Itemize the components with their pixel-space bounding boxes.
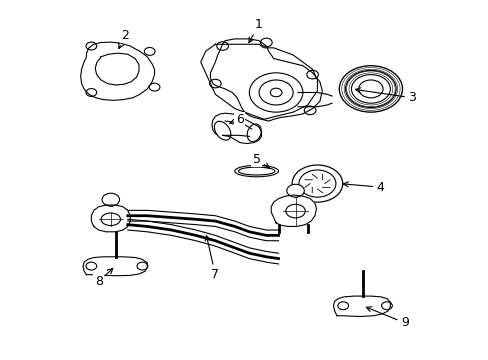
Circle shape xyxy=(270,88,282,97)
Text: 3: 3 xyxy=(355,88,415,104)
Polygon shape xyxy=(210,39,322,121)
Ellipse shape xyxy=(234,165,278,177)
Circle shape xyxy=(102,193,119,206)
Text: 5: 5 xyxy=(252,153,269,168)
Text: 1: 1 xyxy=(248,18,263,42)
Circle shape xyxy=(249,73,302,112)
Circle shape xyxy=(306,70,318,79)
Circle shape xyxy=(86,262,97,270)
Ellipse shape xyxy=(101,213,120,226)
Polygon shape xyxy=(91,205,130,232)
Circle shape xyxy=(149,83,160,91)
Polygon shape xyxy=(333,296,389,316)
Text: 9: 9 xyxy=(366,307,408,329)
Text: 4: 4 xyxy=(343,181,384,194)
Ellipse shape xyxy=(214,121,230,140)
Text: 8: 8 xyxy=(95,269,113,288)
Polygon shape xyxy=(271,195,316,226)
Text: 6: 6 xyxy=(229,113,243,126)
Text: 7: 7 xyxy=(205,236,219,281)
Circle shape xyxy=(381,302,391,310)
Circle shape xyxy=(86,42,97,50)
Circle shape xyxy=(144,48,155,55)
Ellipse shape xyxy=(285,204,305,218)
Circle shape xyxy=(304,106,315,114)
Circle shape xyxy=(286,184,304,197)
Circle shape xyxy=(260,38,272,47)
Ellipse shape xyxy=(247,124,261,142)
Circle shape xyxy=(216,42,228,50)
Circle shape xyxy=(137,262,147,270)
Polygon shape xyxy=(83,257,147,276)
Circle shape xyxy=(337,302,348,310)
Circle shape xyxy=(339,66,402,112)
Text: 2: 2 xyxy=(119,29,129,49)
Polygon shape xyxy=(211,113,261,144)
Circle shape xyxy=(209,79,221,88)
Polygon shape xyxy=(81,42,154,100)
Ellipse shape xyxy=(238,167,274,175)
Circle shape xyxy=(291,165,342,202)
Circle shape xyxy=(86,89,97,96)
